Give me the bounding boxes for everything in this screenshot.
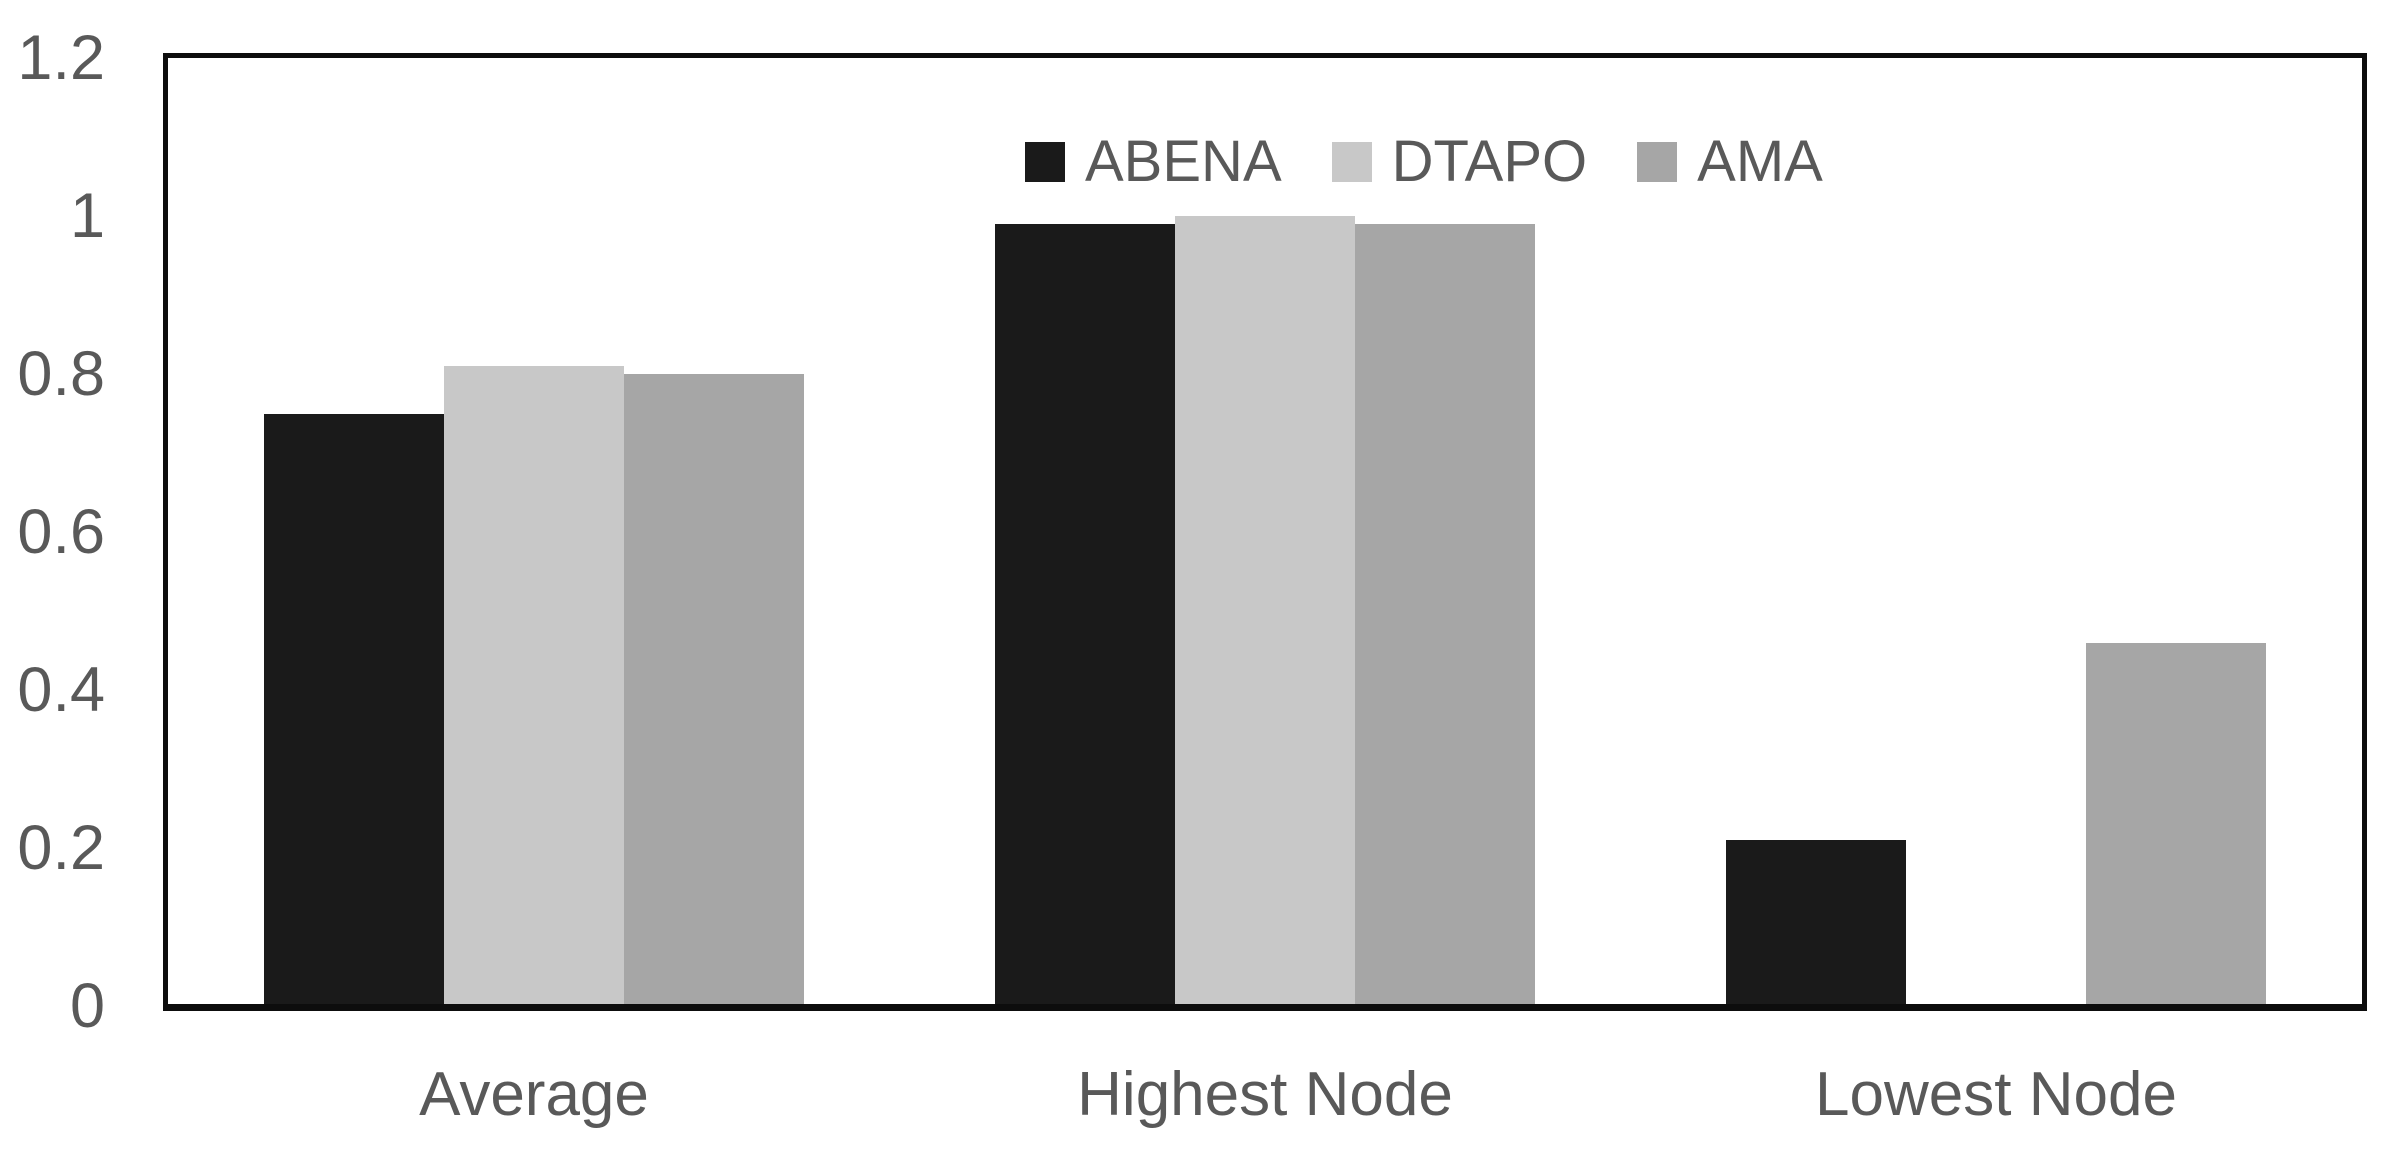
bar-dtapo-average xyxy=(443,366,624,1004)
x-axis-category-label: Highest Node xyxy=(1077,1060,1453,1129)
legend-swatch-icon xyxy=(1637,142,1678,182)
legend-item-abena: ABENA xyxy=(1025,129,1282,194)
y-axis-tick-label: 0.6 xyxy=(17,497,105,567)
y-axis-tick-label: 0.8 xyxy=(17,339,105,409)
y-axis-tick-label: 0.4 xyxy=(17,655,105,725)
bar-ama-lowest-node xyxy=(2086,643,2267,1004)
legend-item-ama: AMA xyxy=(1637,129,1823,194)
x-axis-category-label: Average xyxy=(419,1060,649,1129)
bar-abena-lowest-node xyxy=(1726,840,1907,1004)
y-axis-tick-label: 1 xyxy=(69,181,105,251)
legend: ABENA DTAPO AMA xyxy=(1025,129,1823,194)
y-axis-tick-label: 0.2 xyxy=(17,813,105,883)
legend-item-dtapo: DTAPO xyxy=(1331,129,1588,194)
bar-ama-highest-node xyxy=(1355,224,1535,1004)
bar-dtapo-highest-node xyxy=(1175,216,1355,1004)
y-axis-tick-label: 1.2 xyxy=(17,23,105,93)
bar-abena-average xyxy=(263,414,444,1004)
legend-label: DTAPO xyxy=(1391,129,1588,194)
legend-label: AMA xyxy=(1697,129,1823,194)
x-axis-category-label: Lowest Node xyxy=(1815,1060,2177,1129)
legend-swatch-icon xyxy=(1331,142,1372,182)
bar-ama-average xyxy=(623,374,804,1004)
legend-label: ABENA xyxy=(1085,129,1282,194)
bar-abena-highest-node xyxy=(995,224,1175,1004)
legend-swatch-icon xyxy=(1025,142,1065,182)
y-axis-tick-label: 0 xyxy=(69,971,105,1041)
